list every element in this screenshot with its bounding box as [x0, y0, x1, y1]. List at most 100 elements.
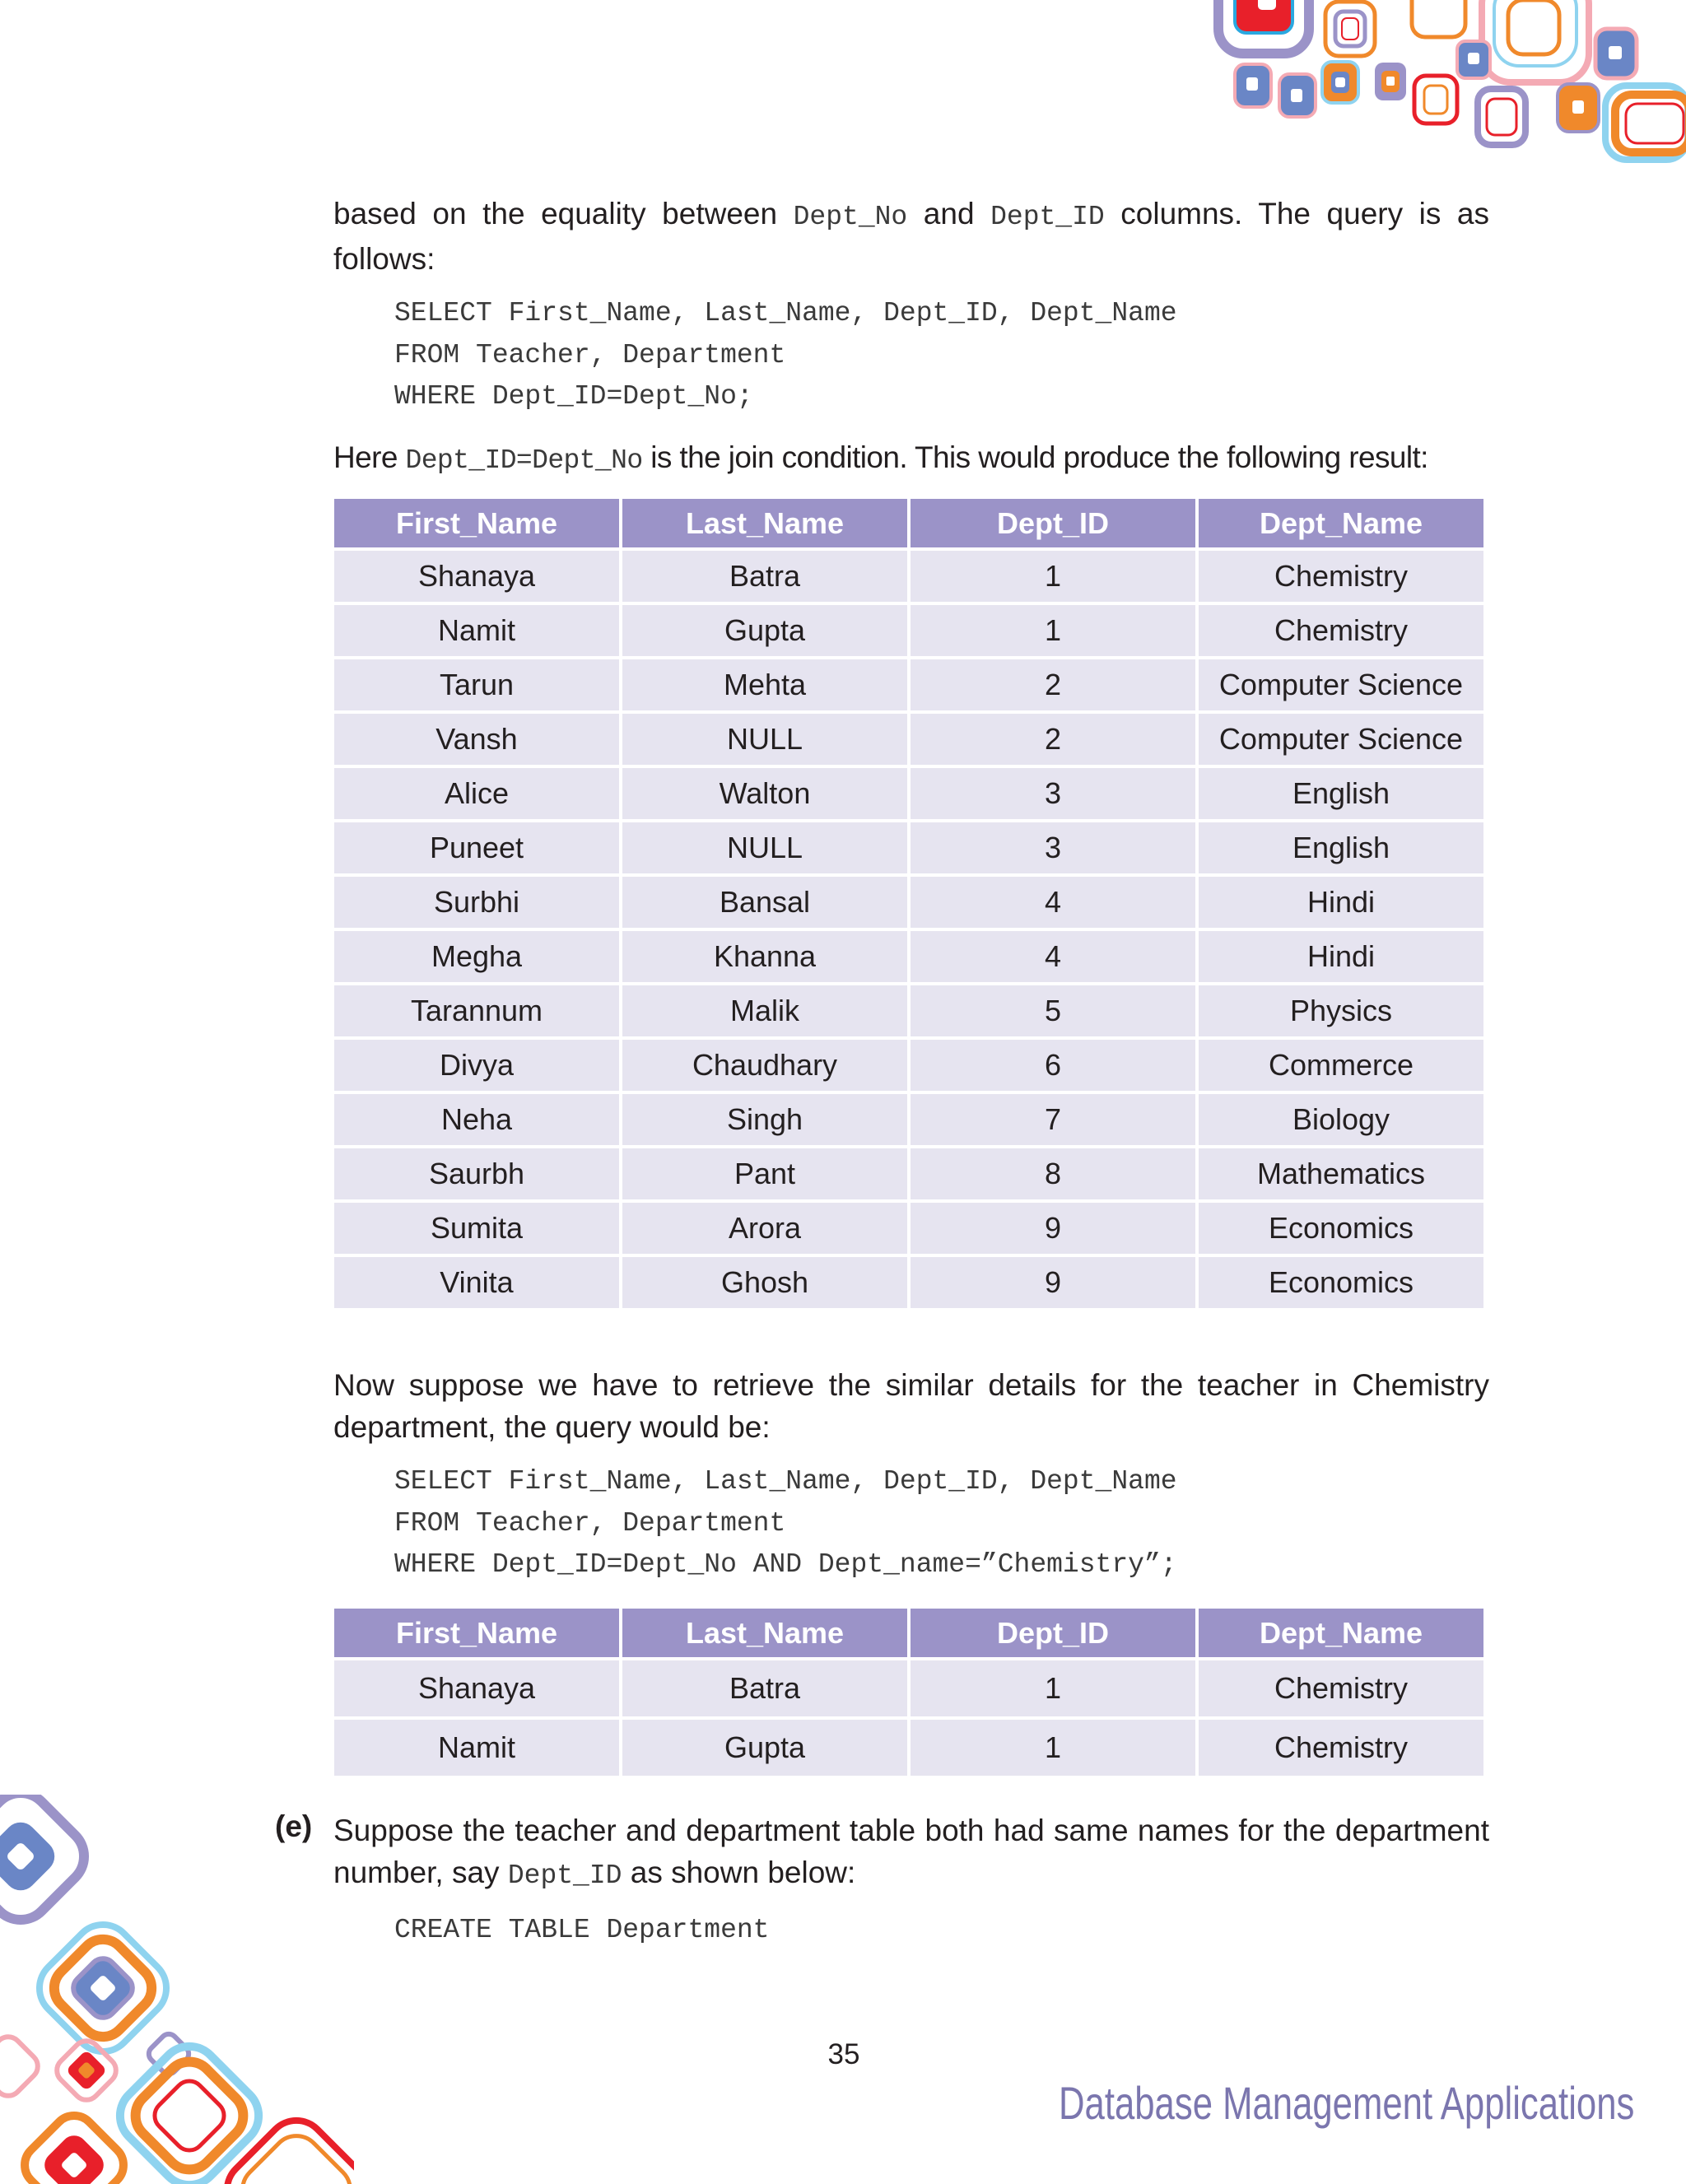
table-cell: 3: [911, 822, 1195, 873]
table-cell: 8: [911, 1148, 1195, 1199]
table-cell: NULL: [622, 714, 907, 765]
table-row: Neha Singh 7 Biology: [334, 1094, 1483, 1145]
join-text: Here: [333, 440, 406, 474]
intro-paragraph: based on the equality between Dept_No an…: [333, 193, 1489, 280]
table-row: Tarun Mehta 2 Computer Science: [334, 659, 1483, 710]
intro-text: columns. The query is as follows:: [333, 197, 1489, 276]
decorative-squares-top-right: [1213, 0, 1686, 163]
table-row: Namit Gupta 1 Chemistry: [334, 1720, 1483, 1776]
column-header: Dept_Name: [1199, 499, 1483, 547]
table-cell: Namit: [334, 1720, 619, 1776]
table-cell: NULL: [622, 822, 907, 873]
code-line: CREATE TABLE Department: [394, 1915, 770, 1945]
table-row: Surbhi Bansal 4 Hindi: [334, 877, 1483, 928]
result-table-2: First_Name Last_Name Dept_ID Dept_Name Shan…: [331, 1605, 1487, 1779]
join-note: Here Dept_ID=Dept_No is the join conditi…: [333, 436, 1489, 482]
table-cell: Puneet: [334, 822, 619, 873]
table-cell: Tarannum: [334, 985, 619, 1036]
table-cell: Alice: [334, 768, 619, 819]
intro-text: and: [907, 197, 991, 231]
table-cell: Chemistry: [1199, 1660, 1483, 1716]
table-row: Shanaya Batra 1 Chemistry: [334, 551, 1483, 602]
table-cell: 2: [911, 714, 1195, 765]
join-text: is the join condition. This would produc…: [642, 440, 1428, 474]
code-join-condition: Dept_ID=Dept_No: [405, 445, 643, 476]
result-table-1: First_Name Last_Name Dept_ID Dept_Name Shan…: [331, 496, 1487, 1311]
column-header: Dept_Name: [1199, 1609, 1483, 1657]
table-cell: Economics: [1199, 1257, 1483, 1308]
item-e-text: Suppose the teacher and department table…: [333, 1814, 1489, 1889]
table-cell: Divya: [334, 1040, 619, 1091]
table-cell: Ghosh: [622, 1257, 907, 1308]
column-header: First_Name: [334, 499, 619, 547]
code-line: WHERE Dept_ID=Dept_No;: [394, 381, 753, 412]
table-cell: Vinita: [334, 1257, 619, 1308]
column-header: First_Name: [334, 1609, 619, 1657]
table-cell: 4: [911, 877, 1195, 928]
table-cell: Chemistry: [1199, 551, 1483, 602]
table-cell: Vansh: [334, 714, 619, 765]
table-row: Tarannum Malik 5 Physics: [334, 985, 1483, 1036]
table-cell: Bansal: [622, 877, 907, 928]
table-cell: English: [1199, 768, 1483, 819]
table-cell: Arora: [622, 1203, 907, 1254]
table-cell: Chemistry: [1199, 605, 1483, 656]
table-cell: 1: [911, 605, 1195, 656]
table-cell: Singh: [622, 1094, 907, 1145]
code-dept-no: Dept_No: [793, 202, 908, 232]
table-cell: 9: [911, 1203, 1195, 1254]
table-cell: Hindi: [1199, 931, 1483, 982]
table-cell: Pant: [622, 1148, 907, 1199]
table-cell: English: [1199, 822, 1483, 873]
table-cell: Gupta: [622, 1720, 907, 1776]
table-cell: 2: [911, 659, 1195, 710]
table-cell: Economics: [1199, 1203, 1483, 1254]
table-cell: 6: [911, 1040, 1195, 1091]
table-cell: Gupta: [622, 605, 907, 656]
table-cell: 1: [911, 1720, 1195, 1776]
query-2: SELECT First_Name, Last_Name, Dept_ID, D…: [394, 1461, 1177, 1586]
table-cell: 3: [911, 768, 1195, 819]
table-cell: Mehta: [622, 659, 907, 710]
item-label-e: (e): [275, 1809, 313, 1843]
table-row: Namit Gupta 1 Chemistry: [334, 605, 1483, 656]
table-cell: Surbhi: [334, 877, 619, 928]
table-cell: 9: [911, 1257, 1195, 1308]
table-cell: 1: [911, 1660, 1195, 1716]
table-row: Puneet NULL 3 English: [334, 822, 1483, 873]
table-cell: Chaudhary: [622, 1040, 907, 1091]
table-cell: Walton: [622, 768, 907, 819]
table-cell: Khanna: [622, 931, 907, 982]
column-header: Last_Name: [622, 499, 907, 547]
table-cell: Batra: [622, 1660, 907, 1716]
table-cell: 7: [911, 1094, 1195, 1145]
table-header-row: First_Name Last_Name Dept_ID Dept_Name: [334, 1609, 1483, 1657]
chemistry-paragraph: Now suppose we have to retrieve the simi…: [333, 1368, 1489, 1444]
table-cell: Namit: [334, 605, 619, 656]
code-line: FROM Teacher, Department: [394, 1507, 786, 1539]
code-line: SELECT First_Name, Last_Name, Dept_ID, D…: [394, 298, 1177, 328]
table-cell: 1: [911, 551, 1195, 602]
table-row: Saurbh Pant 8 Mathematics: [334, 1148, 1483, 1199]
table-cell: Commerce: [1199, 1040, 1483, 1091]
table-cell: Batra: [622, 551, 907, 602]
column-header: Dept_ID: [911, 1609, 1195, 1657]
table-row: Vansh NULL 2 Computer Science: [334, 714, 1483, 765]
table-cell: Tarun: [334, 659, 619, 710]
column-header: Last_Name: [622, 1609, 907, 1657]
intro-text: based on the equality between: [333, 197, 794, 231]
table-cell: 5: [911, 985, 1195, 1036]
table-cell: Mathematics: [1199, 1148, 1483, 1199]
decorative-squares-bottom-left: [0, 1795, 354, 2184]
table-cell: Neha: [334, 1094, 619, 1145]
table-cell: 4: [911, 931, 1195, 982]
table-row: Megha Khanna 4 Hindi: [334, 931, 1483, 982]
table-cell: Shanaya: [334, 551, 619, 602]
table-cell: Shanaya: [334, 1660, 619, 1716]
page-number: 35: [827, 2038, 860, 2070]
table-row: Alice Walton 3 English: [334, 768, 1483, 819]
table-cell: Biology: [1199, 1094, 1483, 1145]
table-row: Sumita Arora 9 Economics: [334, 1203, 1483, 1254]
table-row: Divya Chaudhary 6 Commerce: [334, 1040, 1483, 1091]
item-e-text: as shown below:: [622, 1856, 856, 1889]
